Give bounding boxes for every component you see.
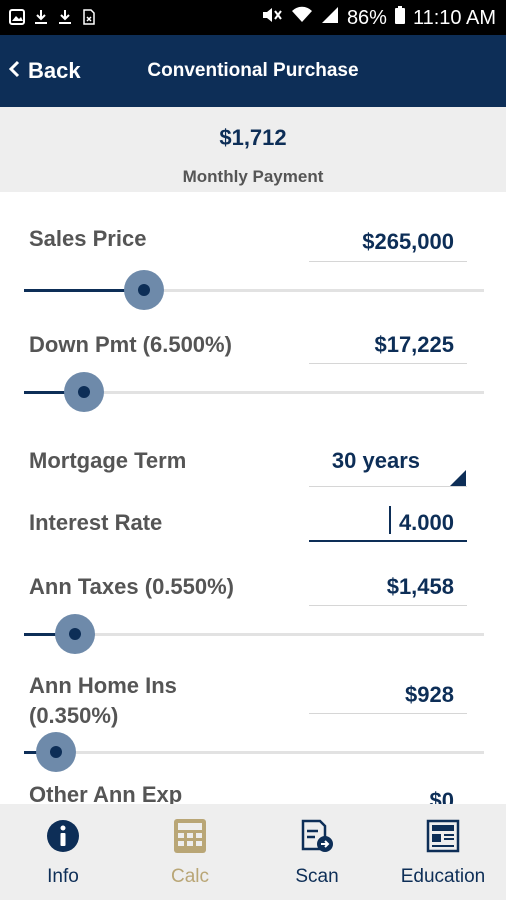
slider-thumb[interactable] xyxy=(36,732,77,772)
download-icon xyxy=(32,8,50,26)
back-label: Back xyxy=(28,58,81,83)
slider-thumb[interactable] xyxy=(54,614,95,654)
down-payment-label: Down Pmt (6.500%) xyxy=(29,332,232,357)
slider-fill xyxy=(24,391,84,394)
nav-info[interactable]: Info xyxy=(0,804,126,900)
ann-taxes-underline xyxy=(309,605,467,606)
ann-home-ins-label: Ann Home Ins xyxy=(29,673,177,698)
sales-price-label: Sales Price xyxy=(29,226,147,251)
down-payment-slider[interactable] xyxy=(24,372,484,412)
clock: 11:10 AM xyxy=(412,6,496,29)
status-bar: 86% 11:10 AM xyxy=(0,0,506,35)
ann-home-ins-rate: (0.350%) xyxy=(29,703,119,728)
mute-icon xyxy=(261,6,283,30)
down-payment-underline xyxy=(309,363,467,364)
sales-price-slider[interactable] xyxy=(24,270,484,310)
signal-icon xyxy=(321,6,339,30)
mortgage-term-dropdown[interactable]: 30 years xyxy=(331,448,420,473)
slider-thumb[interactable] xyxy=(63,372,104,412)
newspaper-icon xyxy=(425,818,461,854)
scan-icon xyxy=(299,818,335,854)
wifi-icon xyxy=(291,6,313,30)
system-status: 86% 11:10 AM xyxy=(261,6,496,30)
sales-price-underline xyxy=(309,261,467,262)
slider-thumb[interactable] xyxy=(123,270,164,310)
other-ann-exp-label: Other Ann Exp xyxy=(29,782,183,807)
ann-home-ins-field[interactable]: $928 xyxy=(405,682,454,707)
page-title: Conventional Purchase xyxy=(147,60,359,81)
nav-calc[interactable]: Calc xyxy=(127,804,253,900)
nav-scan[interactable]: Scan xyxy=(254,804,380,900)
nav-education-label: Education xyxy=(400,866,486,887)
app-bar: Conventional Purchase Back xyxy=(0,35,506,107)
back-button[interactable]: Back xyxy=(8,35,81,107)
slider-fill xyxy=(24,633,75,636)
down-payment-field[interactable]: $17,225 xyxy=(374,332,454,357)
nav-scan-label: Scan xyxy=(295,866,339,887)
text-cursor xyxy=(389,506,391,534)
interest-rate-label: Interest Rate xyxy=(29,510,163,535)
slider-fill xyxy=(24,289,144,292)
battery-icon xyxy=(394,6,405,30)
mortgage-term-label: Mortgage Term xyxy=(29,448,187,473)
nav-calc-label: Calc xyxy=(170,866,209,887)
interest-rate-input[interactable]: 4.000 xyxy=(398,510,454,535)
ann-taxes-slider[interactable] xyxy=(24,614,484,654)
battery-percent: 86% xyxy=(346,6,387,29)
info-icon xyxy=(45,818,81,854)
image-notification-icon xyxy=(8,8,26,26)
nav-info-label: Info xyxy=(47,866,79,887)
mortgage-term-underline xyxy=(309,486,467,487)
sales-price-field[interactable]: $265,000 xyxy=(362,229,454,254)
nav-education[interactable]: Education xyxy=(380,804,506,900)
ann-taxes-label: Ann Taxes (0.550%) xyxy=(29,574,235,599)
chevron-left-icon xyxy=(8,58,20,84)
interest-rate-underline xyxy=(309,540,467,542)
monthly-payment-label: Monthly Payment xyxy=(182,167,324,186)
calculator-icon xyxy=(172,818,208,854)
document-icon xyxy=(80,8,98,26)
notification-icons xyxy=(8,8,98,26)
bottom-nav: Info Calc Scan Education xyxy=(0,804,506,900)
ann-home-ins-underline xyxy=(309,713,467,714)
payment-summary: $1,712 Monthly Payment xyxy=(0,107,506,192)
ann-home-ins-slider[interactable] xyxy=(24,732,484,772)
download-icon xyxy=(56,8,74,26)
dropdown-arrow-icon[interactable] xyxy=(450,470,466,486)
ann-taxes-field[interactable]: $1,458 xyxy=(386,574,454,599)
monthly-payment-amount: $1,712 xyxy=(219,125,287,150)
